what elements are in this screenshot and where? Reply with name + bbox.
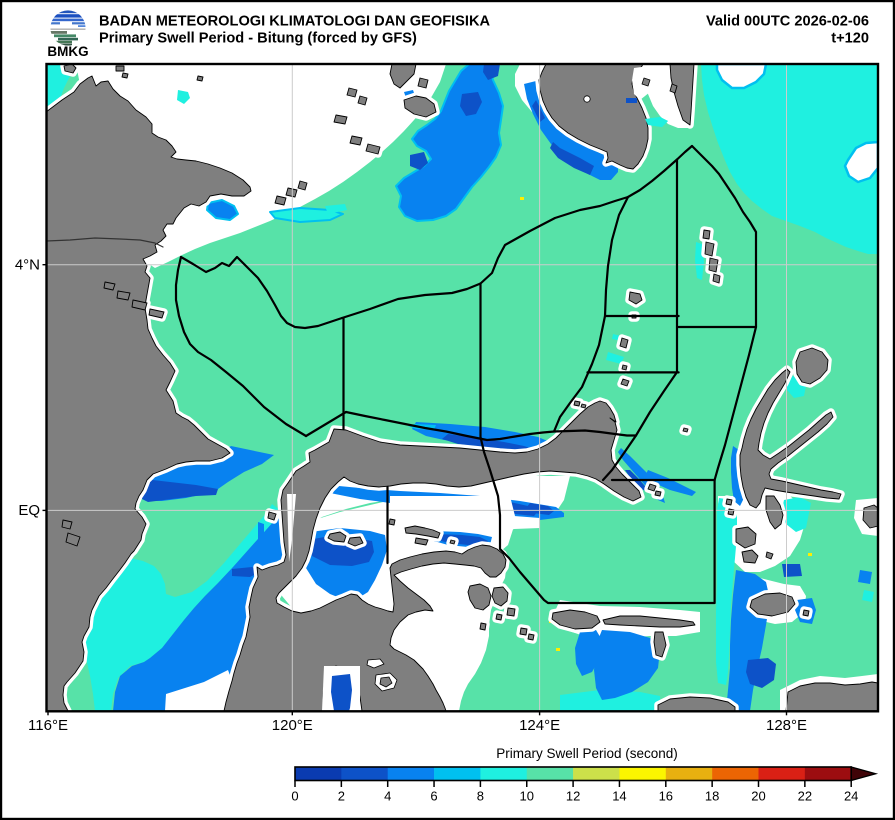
svg-text:116°E: 116°E xyxy=(28,717,68,734)
svg-text:BMKG: BMKG xyxy=(47,44,88,59)
svg-text:4: 4 xyxy=(384,789,391,804)
svg-text:14: 14 xyxy=(612,789,626,804)
svg-text:18: 18 xyxy=(705,789,719,804)
svg-text:6: 6 xyxy=(430,789,437,804)
svg-text:22: 22 xyxy=(798,789,812,804)
svg-text:8: 8 xyxy=(477,789,484,804)
svg-text:128°E: 128°E xyxy=(766,717,807,734)
svg-text:12: 12 xyxy=(566,789,580,804)
svg-text:Valid 00UTC 2026-02-06: Valid 00UTC 2026-02-06 xyxy=(706,14,869,30)
svg-text:BADAN METEOROLOGI KLIMATOLOGI: BADAN METEOROLOGI KLIMATOLOGI DAN GEOFIS… xyxy=(99,14,491,30)
svg-text:124°E: 124°E xyxy=(519,717,560,734)
svg-text:16: 16 xyxy=(659,789,673,804)
svg-text:t+120: t+120 xyxy=(831,31,869,47)
svg-text:120°E: 120°E xyxy=(272,717,313,734)
svg-text:20: 20 xyxy=(751,789,765,804)
svg-text:4°N: 4°N xyxy=(15,257,40,274)
svg-text:EQ: EQ xyxy=(18,502,40,519)
svg-text:2: 2 xyxy=(338,789,345,804)
svg-text:Primary Swell Period - Bitung: Primary Swell Period - Bitung (forced by… xyxy=(99,31,417,47)
svg-text:0: 0 xyxy=(291,789,298,804)
svg-text:24: 24 xyxy=(844,789,858,804)
svg-text:Primary Swell Period (second): Primary Swell Period (second) xyxy=(496,746,678,761)
svg-text:10: 10 xyxy=(520,789,534,804)
